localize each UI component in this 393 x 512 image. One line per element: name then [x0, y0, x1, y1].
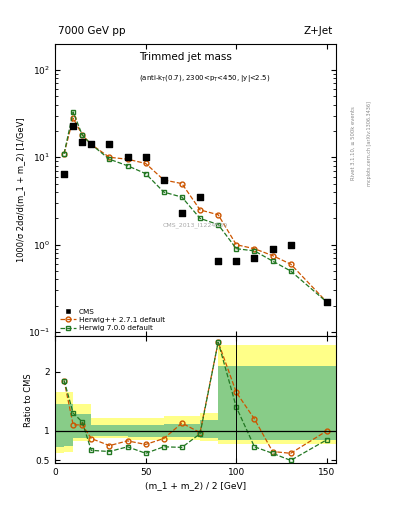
Point [70, 121, 76, 130]
Text: Z+Jet: Z+Jet [304, 26, 333, 36]
Y-axis label: 1000/σ 2dσ/d(m_1 + m_2) [1/GeV]: 1000/σ 2dσ/d(m_1 + m_2) [1/GeV] [16, 118, 25, 262]
Point [79, 138, 85, 146]
Text: Rivet 3.1.10, ≥ 500k events: Rivet 3.1.10, ≥ 500k events [351, 106, 356, 180]
Text: 7000 GeV pp: 7000 GeV pp [58, 26, 125, 36]
Y-axis label: Ratio to CMS: Ratio to CMS [24, 373, 33, 426]
Point [270, 245, 276, 253]
Legend: CMS, Herwig++ 2.7.1 default, Herwig 7.0.0 default: CMS, Herwig++ 2.7.1 default, Herwig 7.0.… [59, 307, 166, 332]
Text: (anti-k$_\mathrm{T}$(0.7), 2300<p$_\mathrm{T}$<450, |y|<2.5): (anti-k$_\mathrm{T}$(0.7), 2300<p$_\math… [140, 73, 270, 84]
Point [251, 254, 257, 262]
Point [61, 169, 67, 178]
Point [143, 153, 149, 161]
Point [324, 298, 330, 306]
Point [215, 257, 221, 265]
Point [179, 209, 185, 217]
Point [161, 176, 167, 184]
Point [88, 140, 94, 148]
Text: CMS_2013_I1224539: CMS_2013_I1224539 [163, 222, 228, 228]
Point [125, 153, 131, 161]
Text: mcplots.cern.ch [arXiv:1306.3436]: mcplots.cern.ch [arXiv:1306.3436] [367, 101, 373, 186]
Text: Trimmed jet mass: Trimmed jet mass [140, 52, 232, 62]
X-axis label: (m_1 + m_2) / 2 [GeV]: (m_1 + m_2) / 2 [GeV] [145, 481, 246, 490]
Point [233, 257, 239, 265]
Point [106, 140, 112, 148]
Point [288, 241, 294, 249]
Point [197, 193, 203, 201]
